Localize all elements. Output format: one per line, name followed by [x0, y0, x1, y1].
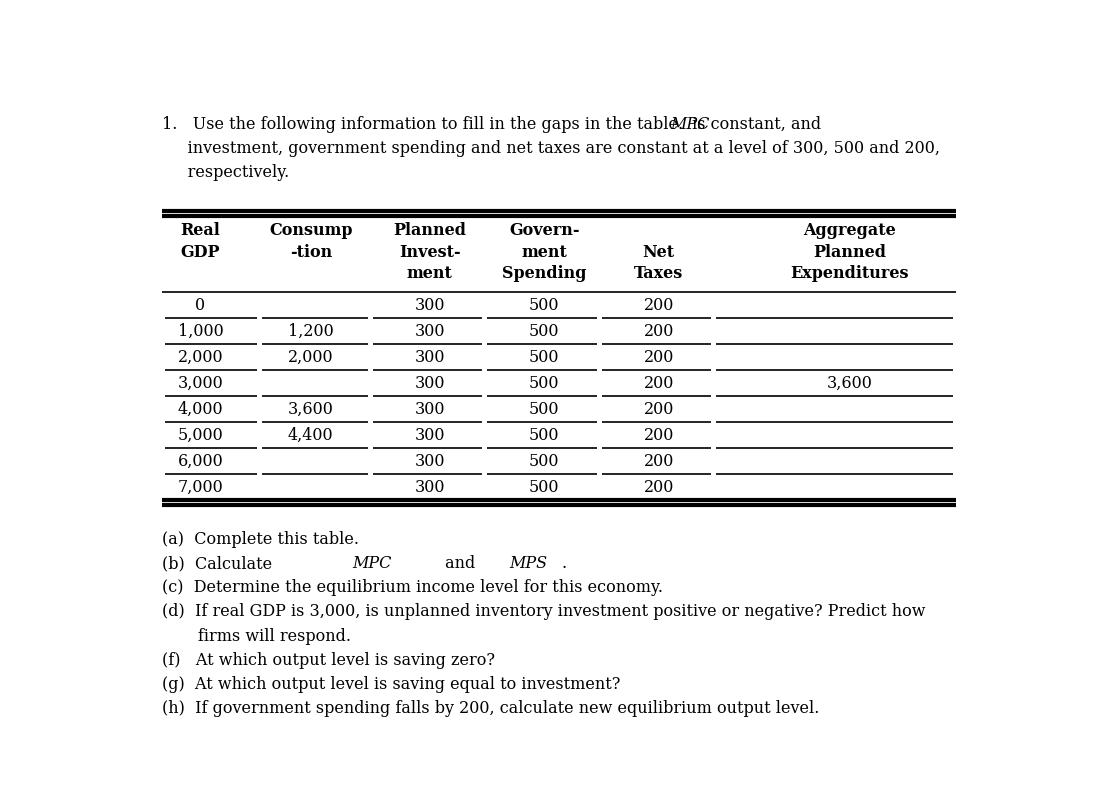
Text: 4,000: 4,000 [177, 401, 223, 418]
Text: respectively.: respectively. [162, 164, 289, 181]
Text: 300: 300 [414, 401, 445, 418]
Text: Spending: Spending [502, 265, 587, 283]
Text: Govern-: Govern- [509, 222, 579, 238]
Text: 2,000: 2,000 [177, 349, 223, 366]
Text: 5,000: 5,000 [177, 427, 223, 444]
Text: ment: ment [521, 243, 567, 260]
Text: 500: 500 [529, 479, 560, 497]
Text: 500: 500 [529, 401, 560, 418]
Text: 500: 500 [529, 427, 560, 444]
Text: MPC: MPC [670, 116, 710, 133]
Text: 500: 500 [529, 349, 560, 366]
Text: 200: 200 [644, 297, 673, 314]
Text: 3,600: 3,600 [288, 401, 334, 418]
Text: 300: 300 [414, 479, 445, 497]
Text: MPC: MPC [351, 555, 391, 572]
Text: 200: 200 [644, 479, 673, 497]
Text: Taxes: Taxes [634, 265, 683, 283]
Text: 500: 500 [529, 375, 560, 392]
Text: 4,400: 4,400 [288, 427, 334, 444]
Text: 300: 300 [414, 375, 445, 392]
Text: firms will respond.: firms will respond. [162, 628, 351, 645]
Text: 200: 200 [644, 349, 673, 366]
Text: and: and [440, 555, 481, 572]
Text: 6,000: 6,000 [177, 453, 223, 470]
Text: (a)  Complete this table.: (a) Complete this table. [162, 530, 359, 548]
Text: 300: 300 [414, 323, 445, 340]
Text: GDP: GDP [181, 243, 220, 260]
Text: Aggregate: Aggregate [804, 222, 896, 238]
Text: is constant, and: is constant, and [687, 116, 821, 133]
Text: 1,200: 1,200 [288, 323, 334, 340]
Text: 200: 200 [644, 375, 673, 392]
Text: 200: 200 [644, 323, 673, 340]
Text: 500: 500 [529, 297, 560, 314]
Text: 2,000: 2,000 [288, 349, 334, 366]
Text: Planned: Planned [393, 222, 466, 238]
Text: Expenditures: Expenditures [791, 265, 909, 283]
Text: (b)  Calculate: (b) Calculate [162, 555, 278, 572]
Text: investment, government spending and net taxes are constant at a level of 300, 50: investment, government spending and net … [162, 140, 941, 157]
Text: .: . [561, 555, 566, 572]
Text: (g)  At which output level is saving equal to investment?: (g) At which output level is saving equa… [162, 676, 621, 693]
Text: -tion: -tion [290, 243, 332, 260]
Text: 300: 300 [414, 349, 445, 366]
Text: 500: 500 [529, 323, 560, 340]
Text: Invest-: Invest- [399, 243, 461, 260]
Text: 200: 200 [644, 453, 673, 470]
Text: 200: 200 [644, 401, 673, 418]
Text: 7,000: 7,000 [177, 479, 223, 497]
Text: 3,600: 3,600 [827, 375, 873, 392]
Text: Consump: Consump [269, 222, 353, 238]
Text: 1,000: 1,000 [177, 323, 223, 340]
Text: 300: 300 [414, 453, 445, 470]
Text: (d)  If real GDP is 3,000, is unplanned inventory investment positive or negativ: (d) If real GDP is 3,000, is unplanned i… [162, 604, 926, 620]
Text: Net: Net [643, 243, 675, 260]
Text: 1.   Use the following information to fill in the gaps in the table.: 1. Use the following information to fill… [162, 116, 689, 133]
Text: Planned: Planned [814, 243, 886, 260]
Text: MPS: MPS [509, 555, 548, 572]
Text: (c)  Determine the equilibrium income level for this economy.: (c) Determine the equilibrium income lev… [162, 579, 664, 597]
Text: Real: Real [181, 222, 220, 238]
Text: ment: ment [406, 265, 452, 283]
Text: 200: 200 [644, 427, 673, 444]
Text: 500: 500 [529, 453, 560, 470]
Text: 300: 300 [414, 427, 445, 444]
Text: (h)  If government spending falls by 200, calculate new equilibrium output level: (h) If government spending falls by 200,… [162, 700, 820, 718]
Text: 0: 0 [196, 297, 206, 314]
Text: 3,000: 3,000 [177, 375, 223, 392]
Text: 300: 300 [414, 297, 445, 314]
Text: (f)   At which output level is saving zero?: (f) At which output level is saving zero… [162, 652, 495, 669]
